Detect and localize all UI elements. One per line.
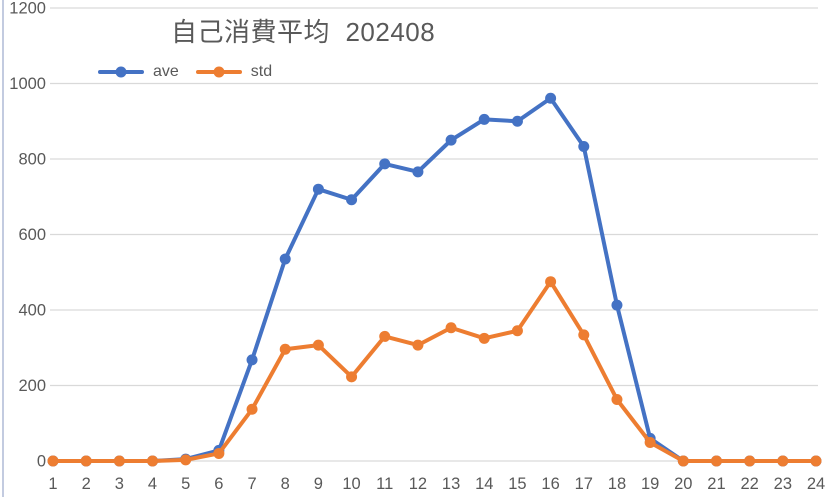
x-tick-label-4: 4 <box>148 475 157 493</box>
legend-dot-icon <box>115 66 127 78</box>
series-std-marker-23 <box>777 455 789 467</box>
x-tick-label-15: 15 <box>508 475 526 493</box>
x-tick-label-14: 14 <box>475 475 493 493</box>
series-std-marker-18 <box>611 393 623 405</box>
y-tick-label-1000: 1000 <box>9 75 46 93</box>
series-std-marker-24 <box>810 455 822 467</box>
series-std-marker-6 <box>213 447 225 459</box>
series-std-marker-7 <box>246 403 258 415</box>
x-tick-label-5: 5 <box>181 475 190 493</box>
series-std-marker-5 <box>180 454 192 466</box>
x-tick-label-16: 16 <box>541 475 559 493</box>
x-tick-label-3: 3 <box>115 475 124 493</box>
series-ave-marker-9 <box>312 183 324 195</box>
series-std-marker-2 <box>80 455 92 467</box>
series-std-marker-21 <box>710 455 722 467</box>
series-std-marker-1 <box>47 455 59 467</box>
x-tick-label-17: 17 <box>575 475 593 493</box>
x-tick-label-12: 12 <box>409 475 427 493</box>
series-ave-marker-14 <box>478 113 490 125</box>
series-std-marker-13 <box>445 322 457 334</box>
series-std-marker-17 <box>578 329 590 341</box>
series-std-marker-22 <box>744 455 756 467</box>
x-tick-label-19: 19 <box>641 475 659 493</box>
series-ave-marker-10 <box>346 194 358 206</box>
x-tick-label-8: 8 <box>281 475 290 493</box>
series-std-marker-8 <box>279 343 291 355</box>
y-tick-label-0: 0 <box>37 453 46 471</box>
legend: ave std <box>98 62 272 82</box>
x-tick-label-24: 24 <box>807 475 825 493</box>
x-tick-label-18: 18 <box>608 475 626 493</box>
series-ave-marker-13 <box>445 134 457 146</box>
x-tick-label-1: 1 <box>48 475 57 493</box>
series-std-marker-4 <box>147 455 159 467</box>
series-ave-marker-12 <box>412 166 424 178</box>
x-tick-label-23: 23 <box>774 475 792 493</box>
y-tick-label-600: 600 <box>18 226 46 244</box>
x-tick-label-10: 10 <box>342 475 360 493</box>
x-tick-label-2: 2 <box>82 475 91 493</box>
x-tick-label-22: 22 <box>740 475 758 493</box>
series-ave-marker-11 <box>379 158 391 170</box>
series-ave-marker-15 <box>511 115 523 127</box>
legend-line-marker-icon <box>195 66 242 78</box>
series-std-marker-15 <box>511 325 523 337</box>
legend-label: std <box>250 63 273 80</box>
series-std-marker-19 <box>644 437 656 449</box>
series-std-marker-11 <box>379 330 391 342</box>
series-ave-line <box>51 96 818 463</box>
legend-item-std[interactable]: std <box>195 63 273 81</box>
series-std-line <box>51 279 818 463</box>
left-edge-divider <box>2 0 4 497</box>
series-ave-marker-18 <box>611 299 623 311</box>
series-ave-marker-17 <box>578 141 590 153</box>
x-tick-label-11: 11 <box>376 475 393 493</box>
series-ave-marker-8 <box>279 253 291 265</box>
x-tick-label-9: 9 <box>314 475 323 493</box>
series-std-marker-10 <box>346 371 358 383</box>
series-ave-marker-7 <box>246 354 258 366</box>
series-std-marker-16 <box>545 276 557 288</box>
legend-label: ave <box>153 63 179 80</box>
y-tick-label-800: 800 <box>18 151 46 169</box>
series-std-marker-9 <box>312 339 324 351</box>
series-std-marker-3 <box>113 455 125 467</box>
legend-item-ave[interactable]: ave <box>98 63 179 81</box>
y-tick-label-1200: 1200 <box>9 0 46 18</box>
y-tick-label-400: 400 <box>18 302 46 320</box>
x-tick-label-13: 13 <box>442 475 460 493</box>
y-tick-label-200: 200 <box>18 377 46 395</box>
legend-line-marker-icon <box>98 66 144 78</box>
series-std-marker-12 <box>412 339 424 351</box>
x-tick-label-21: 21 <box>707 475 725 493</box>
x-tick-label-7: 7 <box>247 475 256 493</box>
series-std-marker-20 <box>677 455 689 467</box>
series-ave-marker-16 <box>545 92 557 104</box>
x-tick-label-6: 6 <box>214 475 223 493</box>
series-std-marker-14 <box>478 332 490 344</box>
legend-dot-icon <box>213 66 225 78</box>
x-tick-label-20: 20 <box>674 475 692 493</box>
chart-title: 自己消費平均 202408 <box>171 17 436 47</box>
